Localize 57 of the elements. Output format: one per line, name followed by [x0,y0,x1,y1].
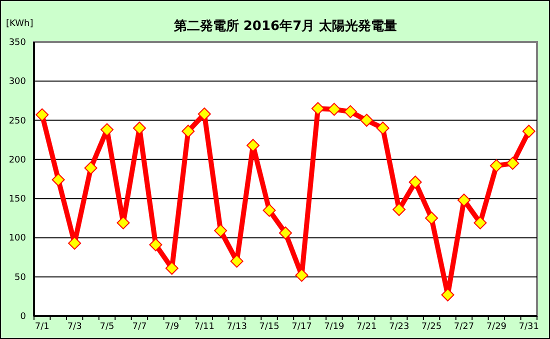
y-tick-label: 250 [8,116,26,126]
y-tick-label: 0 [20,312,26,322]
x-tick-label: 7/9 [164,322,180,332]
point [68,236,82,250]
x-tick-label: 7/3 [67,322,82,332]
x-tick-label: 7/19 [324,322,345,332]
point [425,212,438,225]
y-tick-label: 300 [8,77,26,88]
y-tick-label: 150 [8,194,26,205]
point [441,288,454,302]
x-tick-label: 7/25 [421,322,442,332]
chart-title: 第二発電所 2016年7月 太陽光発電量 [172,18,398,34]
point [100,123,114,136]
x-tick-label: 7/31 [518,322,539,332]
point [457,194,470,207]
x-tick-label: 7/21 [356,322,377,332]
point [360,114,374,127]
point [52,173,65,186]
x-tick-label: 7/27 [454,322,474,332]
point [149,238,162,252]
point [474,216,487,230]
y-tick-label: 200 [8,155,26,166]
point [198,108,211,121]
y-tick-label: 100 [8,234,26,244]
point [392,203,406,216]
point [490,159,503,172]
point [376,122,390,135]
x-tick-label: 7/11 [194,322,214,332]
point [214,224,228,238]
point [182,124,195,138]
y-axis-title: [KWh] [6,19,34,29]
point [279,226,292,240]
point [262,204,276,217]
point [36,108,49,122]
y-tick-label: 50 [14,272,26,283]
y-tick-label: 350 [8,38,26,48]
point [522,124,536,138]
point [408,176,422,189]
point [246,138,260,152]
point [132,122,146,135]
x-tick-label: 7/1 [34,322,50,332]
point [295,268,308,282]
point [344,105,357,118]
x-tick-label: 7/29 [486,322,507,332]
point [116,216,130,230]
x-tick-label: 7/7 [132,322,147,332]
point [230,254,244,268]
x-tick-label: 7/23 [388,322,410,332]
point [311,102,324,116]
x-tick-label: 7/13 [226,322,247,332]
point [328,102,341,116]
x-tick-label: 7/5 [100,322,114,332]
x-tick-label: 7/17 [292,322,312,332]
point [506,156,520,170]
point [84,162,98,175]
point [165,262,178,275]
x-tick-label: 7/15 [259,322,280,332]
